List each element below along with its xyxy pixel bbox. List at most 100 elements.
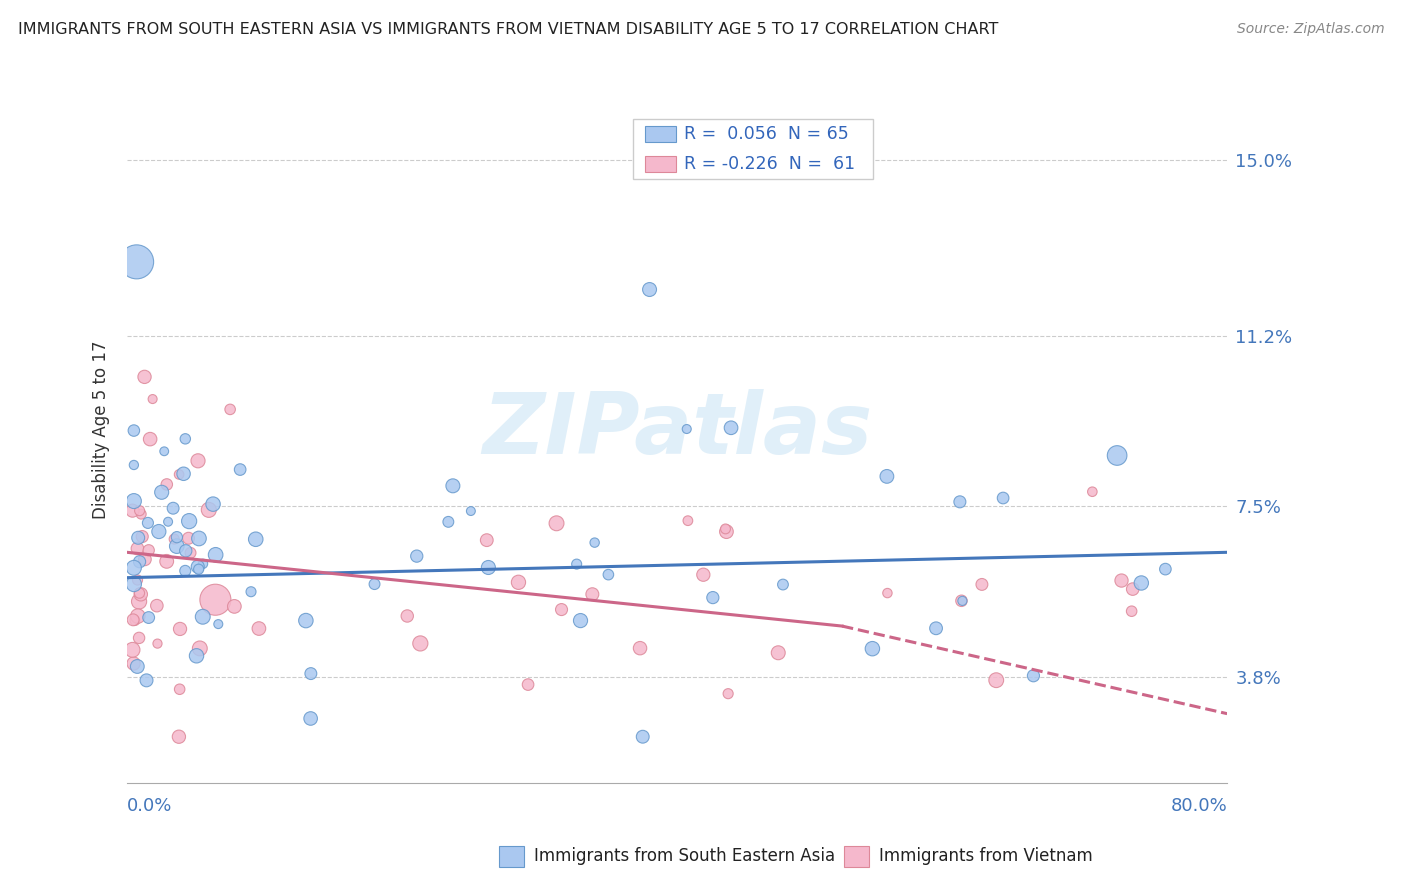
Point (138, 610, 160, 624)
Text: IMMIGRANTS FROM SOUTH EASTERN ASIA VS IMMIGRANTS FROM VIETNAM DISABILITY AGE 5 T: IMMIGRANTS FROM SOUTH EASTERN ASIA VS IM… (18, 22, 998, 37)
Point (925, 621, 948, 635)
Point (1022, 669, 1045, 683)
Point (299, 711, 322, 725)
Point (991, 491, 1014, 505)
Text: Immigrants from South Eastern Asia: Immigrants from South Eastern Asia (534, 847, 835, 865)
Point (187, 454, 209, 468)
Point (127, 659, 149, 673)
Point (508, 575, 530, 590)
Point (202, 497, 225, 511)
Point (565, 557, 588, 571)
Point (128, 586, 150, 600)
Point (772, 577, 794, 591)
Point (166, 539, 188, 553)
Text: 0.0%: 0.0% (127, 797, 173, 815)
Point (188, 641, 211, 656)
Point (191, 609, 214, 624)
Point (1121, 604, 1143, 618)
Point (628, 641, 651, 656)
Point (167, 467, 190, 482)
Point (876, 586, 898, 600)
Point (581, 587, 603, 601)
Text: Immigrants from Vietnam: Immigrants from Vietnam (879, 847, 1092, 865)
Point (122, 577, 145, 591)
Point (174, 432, 197, 446)
Point (245, 533, 267, 547)
Point (128, 504, 150, 518)
Point (166, 530, 188, 544)
Point (122, 458, 145, 472)
Point (1130, 576, 1153, 591)
Text: 80.0%: 80.0% (1170, 797, 1227, 815)
Point (475, 533, 498, 548)
Point (876, 469, 898, 483)
Point (122, 424, 145, 438)
Point (1154, 562, 1177, 576)
Point (122, 613, 145, 627)
Point (162, 501, 184, 516)
Point (550, 602, 572, 616)
Point (198, 503, 221, 517)
Point (136, 516, 159, 530)
Point (125, 255, 148, 269)
Point (1107, 449, 1129, 463)
Point (675, 422, 697, 436)
Point (598, 567, 620, 582)
Point (187, 559, 209, 574)
Point (173, 467, 195, 481)
Point (405, 549, 427, 563)
Point (950, 594, 973, 608)
Point (546, 516, 568, 531)
Point (986, 673, 1008, 688)
Point (156, 477, 179, 491)
Point (396, 609, 419, 624)
Point (146, 637, 169, 651)
Point (128, 555, 150, 569)
Point (134, 370, 156, 384)
Point (768, 646, 790, 660)
Point (157, 515, 180, 529)
Point (129, 587, 152, 601)
Text: R = -0.226  N =  61: R = -0.226 N = 61 (685, 155, 855, 173)
Point (187, 562, 209, 576)
Point (631, 730, 654, 744)
Point (204, 592, 226, 607)
Point (970, 577, 993, 591)
Point (295, 614, 318, 628)
Point (131, 530, 153, 544)
Point (121, 503, 143, 517)
Point (191, 557, 214, 571)
Point (229, 462, 252, 476)
Point (204, 548, 226, 562)
Y-axis label: Disability Age 5 to 17: Disability Age 5 to 17 (93, 341, 110, 519)
Point (128, 631, 150, 645)
Point (299, 666, 322, 681)
Point (186, 648, 208, 663)
Point (517, 677, 540, 691)
Point (717, 687, 740, 701)
Point (363, 577, 385, 591)
Point (169, 622, 191, 636)
Point (638, 283, 661, 297)
Point (477, 560, 499, 574)
Point (950, 594, 973, 608)
Point (169, 682, 191, 697)
Point (174, 564, 197, 578)
Point (583, 535, 606, 549)
Point (247, 622, 270, 636)
Point (180, 546, 202, 560)
Point (127, 531, 149, 545)
Point (716, 524, 738, 539)
Point (460, 504, 482, 518)
Point (122, 657, 145, 671)
Point (207, 617, 229, 632)
Point (1111, 574, 1133, 588)
Point (138, 543, 160, 558)
Point (150, 485, 173, 500)
Point (134, 552, 156, 566)
Point (1081, 484, 1104, 499)
Point (714, 522, 737, 536)
Point (167, 730, 190, 744)
Point (122, 561, 145, 575)
Point (177, 531, 200, 545)
